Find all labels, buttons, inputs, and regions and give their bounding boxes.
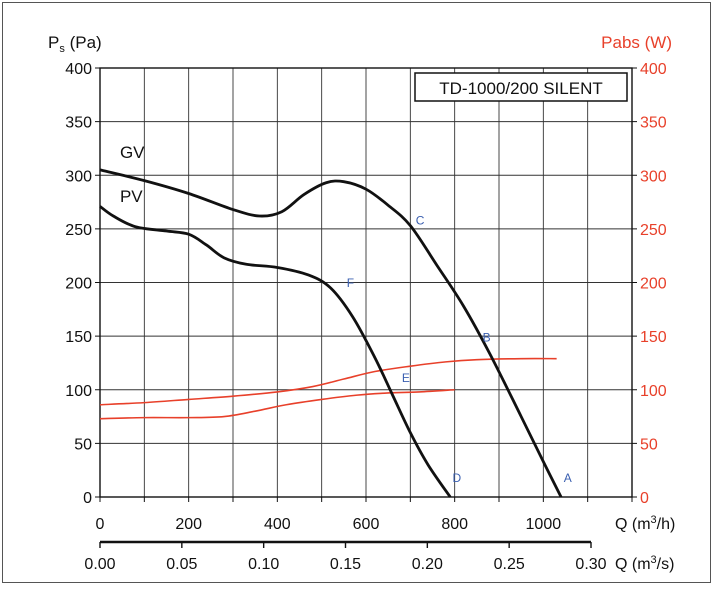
x-primary-tick-label: 200 [175,516,202,533]
x-secondary-tick-label: 0.05 [166,556,197,573]
power-curve-1 [99,357,557,406]
y-left-tick-label: 250 [65,222,92,239]
x-secondary-label: Q (m3/s) [615,554,674,573]
y-left-tick-label: 150 [65,329,92,346]
y-left-tick-label: 100 [65,383,92,400]
x-secondary-tick-label: 0.25 [494,556,525,573]
y-right-label: Pabs (W) [601,33,672,52]
pressure-curve-gv [99,168,563,498]
x-secondary-tick-label: 0.20 [412,556,443,573]
grid [99,67,633,498]
y-left-tick-label: 400 [65,61,92,78]
x-secondary-tick-label: 0.15 [330,556,361,573]
y-right-tick-label: 400 [640,61,667,78]
y-left-tick-label: 350 [65,115,92,132]
pressure-curve-pv [99,205,452,498]
pressure-curves [99,168,563,498]
y-right-tick-label: 0 [640,490,649,507]
x-primary-tick-label: 800 [441,516,468,533]
point-label-e: E [402,371,410,385]
legend-text: TD-1000/200 SILENT [439,79,602,98]
y-right-tick-label: 250 [640,222,667,239]
point-label-a: A [564,471,572,485]
y-right-tick-label: 350 [640,115,667,132]
y-left-tick-label: 0 [83,490,92,507]
x-primary-tick-label: 600 [353,516,380,533]
plot-border [99,67,633,498]
x-secondary-tick-label: 0.30 [575,556,606,573]
y-left-tick-label: 50 [74,436,92,453]
point-label-c: C [416,214,425,228]
y-left-tick-label: 200 [65,276,92,293]
x-primary-tick-label: 400 [264,516,291,533]
point-label-b: B [483,330,491,344]
point-label-f: F [347,276,354,290]
x-primary-tick-label: 0 [96,516,105,533]
power-curves [99,357,557,420]
y-right-tick-label: 150 [640,329,667,346]
chart-frame: 0 0 50 50 100 100 150 150 200 200 250 250 300 300 350 3… [2,2,711,583]
y-right-tick-label: 300 [640,168,667,185]
chart-labels: GV PV A B C D E F [120,143,572,485]
y-right-tick-label: 200 [640,276,667,293]
x-secondary-tick-label: 0.10 [248,556,279,573]
legend-box [414,72,628,102]
curve-label-gv: GV [120,143,145,162]
power-curve-2 [99,388,455,420]
point-label-d: D [453,471,462,485]
x-primary-tick-label: 1000 [526,516,562,533]
x-secondary-tick-label: 0.00 [84,556,115,573]
curve-label-pv: PV [120,187,143,206]
y-left-tick-label: 300 [65,168,92,185]
y-right-tick-label: 100 [640,383,667,400]
x-primary-label: Q (m3/h) [615,514,675,533]
y-right-tick-label: 50 [640,436,658,453]
y-left-label: Ps (Pa) [48,33,102,55]
